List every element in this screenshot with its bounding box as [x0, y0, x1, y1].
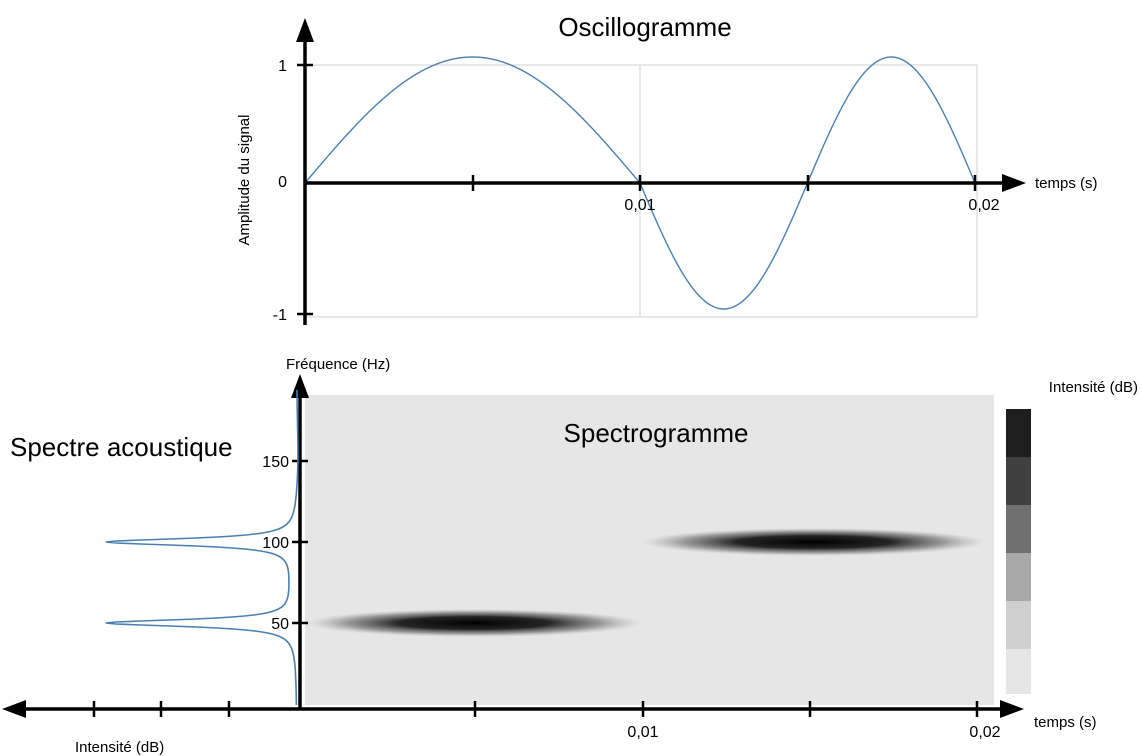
osc-ytick-label: -1 [273, 307, 287, 324]
osc-xtick-label: 0,01 [624, 197, 655, 214]
spectrogram-x-arrow [1000, 700, 1024, 718]
osc-ytick-label: 1 [278, 58, 287, 75]
osc-ytick-label: 0 [278, 174, 287, 191]
oscillogram-ylabel: Amplitude du signal [236, 115, 253, 246]
colorbar-swatch [1006, 457, 1031, 505]
spec-ytick-label: 100 [262, 535, 289, 552]
osc-xtick-label: 0,02 [968, 197, 999, 214]
oscillogram-xlabel: temps (s) [1035, 175, 1098, 192]
spectrum-x-arrow [2, 700, 26, 718]
spectrogram-band-100hz [642, 528, 986, 556]
colorbar-label: Intensité (dB) [1049, 379, 1138, 396]
spectrogram-band-50hz [306, 609, 642, 637]
colorbar-swatch [1006, 553, 1031, 601]
colorbar-swatch [1006, 505, 1031, 553]
spectrum-xlabel: Intensité (dB) [75, 739, 164, 756]
oscillogram-x-arrow [1002, 174, 1026, 192]
spec-xtick-label: 0,01 [627, 724, 658, 741]
oscillogram-title: Oscillogramme [558, 12, 731, 42]
spectrogram-y-arrow [291, 374, 309, 398]
colorbar-swatch [1006, 409, 1031, 457]
oscillogram: 1 0 -1 0,01 0,02 Oscillogramme temps (s)… [236, 12, 1098, 325]
spectrogram: 150 100 50 0,01 0,02 Spectrogramme Fréqu… [2, 356, 1097, 741]
spec-ytick-label: 50 [271, 616, 289, 633]
colorbar-swatch [1006, 649, 1031, 694]
colorbar-swatch [1006, 601, 1031, 649]
spec-ytick-label: 150 [262, 454, 289, 471]
spectrogram-ylabel: Fréquence (Hz) [286, 356, 390, 373]
oscillogram-y-arrow [296, 18, 314, 42]
spectrum-curve [105, 389, 299, 706]
spectrum-title: Spectre acoustique [10, 432, 233, 462]
spectrogram-xlabel: temps (s) [1034, 714, 1097, 731]
colorbar: Intensité (dB) [1006, 379, 1138, 694]
acoustic-spectrum: Spectre acoustique Intensité (dB) [10, 389, 299, 756]
spectrogram-title: Spectrogramme [564, 418, 749, 448]
spec-xtick-label: 0,02 [969, 724, 1000, 741]
